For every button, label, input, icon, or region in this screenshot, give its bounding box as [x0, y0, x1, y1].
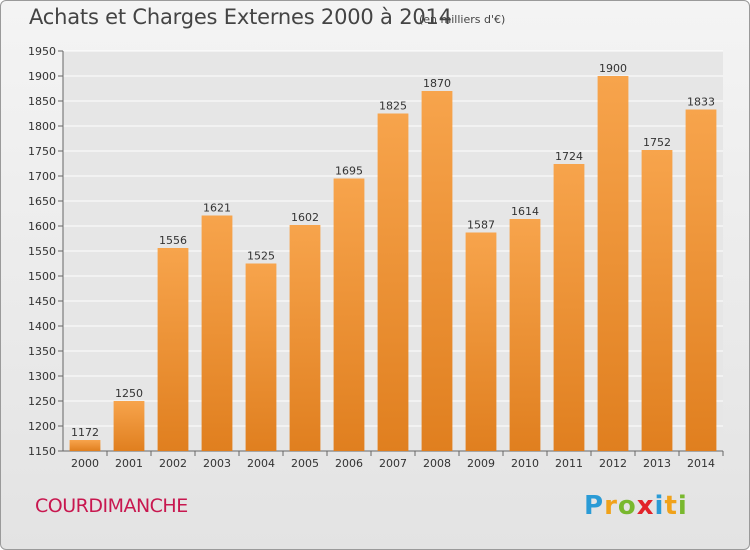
x-tick-label: 2012	[599, 457, 627, 470]
x-tick-label: 2009	[467, 457, 495, 470]
bar-value-label: 1602	[291, 211, 319, 224]
bar	[69, 440, 101, 451]
logo-letter: o	[617, 491, 637, 521]
bar	[509, 219, 541, 451]
bar	[597, 76, 629, 451]
x-tick-label: 2013	[643, 457, 671, 470]
bar-value-label: 1525	[247, 250, 275, 263]
bar-value-label: 1250	[115, 387, 143, 400]
y-tick-label: 1500	[28, 270, 56, 283]
y-tick-label: 1550	[28, 245, 56, 258]
bar-value-label: 1833	[687, 96, 715, 109]
x-tick-label: 2011	[555, 457, 583, 470]
y-tick-label: 1800	[28, 120, 56, 133]
chart-subtitle: (en milliers d'€)	[419, 13, 506, 26]
bar-value-label: 1825	[379, 100, 407, 113]
bar	[377, 113, 409, 451]
x-tick-label: 2003	[203, 457, 231, 470]
y-tick-label: 1300	[28, 370, 56, 383]
bar-value-label: 1172	[71, 426, 99, 439]
x-tick-label: 2008	[423, 457, 451, 470]
y-tick-label: 1200	[28, 420, 56, 433]
y-tick-label: 1750	[28, 145, 56, 158]
x-tick-label: 2005	[291, 457, 319, 470]
bar-value-label: 1614	[511, 205, 539, 218]
y-tick-label: 1400	[28, 320, 56, 333]
bar-value-label: 1900	[599, 62, 627, 75]
x-tick-label: 2001	[115, 457, 143, 470]
y-tick-label: 1150	[28, 445, 56, 458]
bar-value-label: 1724	[555, 150, 583, 163]
bar-value-label: 1621	[203, 202, 231, 215]
logo-letter: r	[604, 491, 618, 521]
x-tick-label: 2014	[687, 457, 715, 470]
proxiti-logo: Proxiti	[584, 491, 688, 521]
y-tick-label: 1700	[28, 170, 56, 183]
x-tick-label: 2004	[247, 457, 275, 470]
bar-value-label: 1870	[423, 77, 451, 90]
bar-value-label: 1695	[335, 165, 363, 178]
bar-value-label: 1556	[159, 234, 187, 247]
bar-value-label: 1752	[643, 136, 671, 149]
x-tick-label: 2006	[335, 457, 363, 470]
bar	[421, 91, 453, 451]
logo-letter: x	[636, 491, 655, 521]
bar	[333, 178, 365, 451]
y-tick-label: 1850	[28, 95, 56, 108]
logo-letter: i	[677, 491, 688, 521]
y-tick-label: 1450	[28, 295, 56, 308]
bar	[289, 225, 321, 451]
y-tick-label: 1250	[28, 395, 56, 408]
bar	[245, 263, 277, 451]
bar	[201, 215, 233, 451]
y-tick-label: 1900	[28, 70, 56, 83]
y-tick-label: 1600	[28, 220, 56, 233]
bar	[157, 248, 189, 451]
bar-value-label: 1587	[467, 219, 495, 232]
y-tick-label: 1950	[28, 45, 56, 58]
logo-letter: P	[584, 491, 605, 521]
logo-letter: i	[654, 491, 665, 521]
commune-name: COURDIMANCHE	[35, 495, 188, 517]
y-tick-label: 1350	[28, 345, 56, 358]
x-tick-label: 2002	[159, 457, 187, 470]
x-tick-label: 2010	[511, 457, 539, 470]
bar	[465, 232, 497, 451]
bar	[685, 109, 717, 451]
y-tick-label: 1650	[28, 195, 56, 208]
bar	[641, 150, 673, 451]
chart-title: Achats et Charges Externes 2000 à 2014	[29, 5, 452, 29]
x-tick-label: 2000	[71, 457, 99, 470]
bar	[113, 401, 145, 451]
x-tick-label: 2007	[379, 457, 407, 470]
bar	[553, 164, 585, 451]
logo-letter: t	[664, 491, 678, 521]
